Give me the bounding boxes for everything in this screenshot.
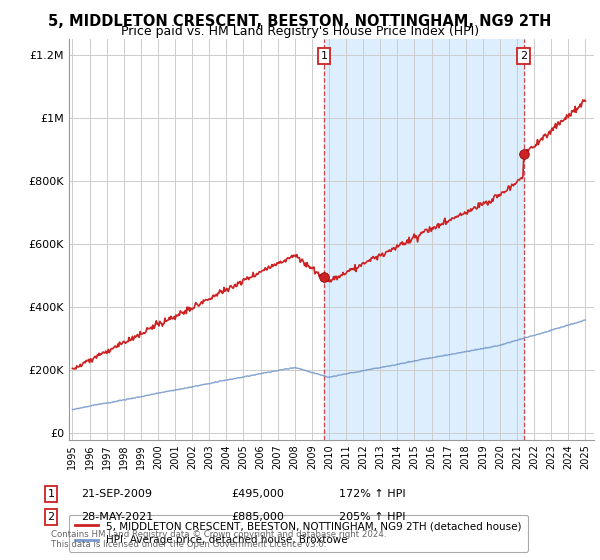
Text: 205% ↑ HPI: 205% ↑ HPI: [339, 512, 406, 522]
Text: Price paid vs. HM Land Registry's House Price Index (HPI): Price paid vs. HM Land Registry's House …: [121, 25, 479, 38]
Text: 2: 2: [520, 51, 527, 61]
Text: 1: 1: [47, 489, 55, 499]
Text: 28-MAY-2021: 28-MAY-2021: [81, 512, 153, 522]
Text: Contains HM Land Registry data © Crown copyright and database right 2024.: Contains HM Land Registry data © Crown c…: [51, 530, 386, 539]
Legend: 5, MIDDLETON CRESCENT, BEESTON, NOTTINGHAM, NG9 2TH (detached house), HPI: Avera: 5, MIDDLETON CRESCENT, BEESTON, NOTTINGH…: [69, 515, 528, 552]
Text: £495,000: £495,000: [231, 489, 284, 499]
Text: 1: 1: [320, 51, 328, 61]
Text: £885,000: £885,000: [231, 512, 284, 522]
Text: 172% ↑ HPI: 172% ↑ HPI: [339, 489, 406, 499]
Text: 2: 2: [47, 512, 55, 522]
Bar: [324, 39, 524, 440]
Text: 5, MIDDLETON CRESCENT, BEESTON, NOTTINGHAM, NG9 2TH: 5, MIDDLETON CRESCENT, BEESTON, NOTTINGH…: [49, 14, 551, 29]
Text: 21-SEP-2009: 21-SEP-2009: [81, 489, 152, 499]
Text: This data is licensed under the Open Government Licence v3.0.: This data is licensed under the Open Gov…: [51, 540, 326, 549]
